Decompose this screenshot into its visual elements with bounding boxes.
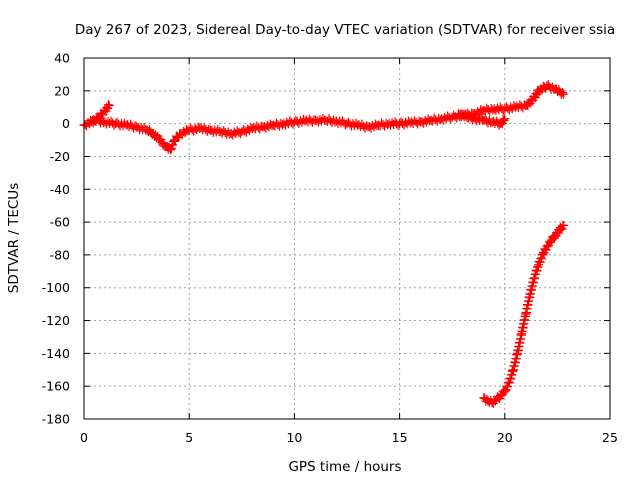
- series-sdtvar-secondary-track: [454, 109, 510, 130]
- data-point: [499, 116, 509, 126]
- data-point: [168, 140, 178, 150]
- data-point: [500, 386, 510, 396]
- y-tick-label: -60: [50, 215, 70, 230]
- y-tick-label: -180: [42, 412, 70, 427]
- data-point: [559, 89, 569, 99]
- series-sdtvar-main-track: [79, 80, 569, 155]
- x-tick-label: 15: [392, 430, 408, 445]
- y-tick-label: -160: [42, 379, 70, 394]
- data-point: [169, 136, 179, 146]
- y-tick-label: -120: [42, 313, 70, 328]
- y-axis-title: SDTVAR / TECUs: [6, 183, 22, 293]
- series-sdtvar-deep-excursion: [479, 220, 569, 409]
- data-point: [500, 114, 510, 124]
- series-sdtvar-early-spike: [87, 100, 114, 126]
- y-tick-label: 20: [54, 83, 70, 98]
- y-tick-label: -100: [42, 280, 70, 295]
- chart-title: Day 267 of 2023, Sidereal Day-to-day VTE…: [75, 22, 615, 38]
- data-point: [501, 385, 511, 395]
- data-point: [165, 145, 175, 155]
- y-tick-label: -80: [50, 247, 70, 262]
- data-point: [559, 220, 569, 230]
- data-point: [92, 114, 102, 124]
- y-tick-label: 0: [62, 116, 70, 131]
- data-point: [499, 387, 509, 397]
- data-point: [538, 250, 548, 260]
- data-point: [536, 254, 546, 264]
- data-point: [498, 115, 508, 125]
- plot-frame: [83, 57, 611, 420]
- data-point: [557, 224, 567, 234]
- x-axis-title: GPS time / hours: [288, 459, 401, 475]
- data-point: [166, 144, 176, 154]
- y-tick-label: -40: [50, 182, 70, 197]
- x-tick-label: 10: [286, 430, 302, 445]
- y-tick-label: -20: [50, 149, 70, 164]
- x-tick-label: 20: [497, 430, 513, 445]
- x-tick-label: 0: [80, 430, 88, 445]
- data-point: [545, 237, 555, 247]
- series: [79, 80, 569, 409]
- x-tick-label: 5: [185, 430, 193, 445]
- data-point: [503, 382, 513, 392]
- y-tick-label: 40: [54, 51, 70, 66]
- x-tick-label: 25: [602, 430, 618, 445]
- y-tick-labels: 40 20 0 -20 -40 -60 -80 -100 -120 -140 -160 -180: [42, 51, 70, 427]
- data-point: [104, 101, 114, 111]
- data-point: [535, 257, 545, 267]
- data-point: [103, 100, 113, 110]
- data-point: [558, 87, 568, 97]
- y-tick-label: -140: [42, 346, 70, 361]
- x-tick-labels: 0 5 10 15 20 25: [80, 430, 618, 445]
